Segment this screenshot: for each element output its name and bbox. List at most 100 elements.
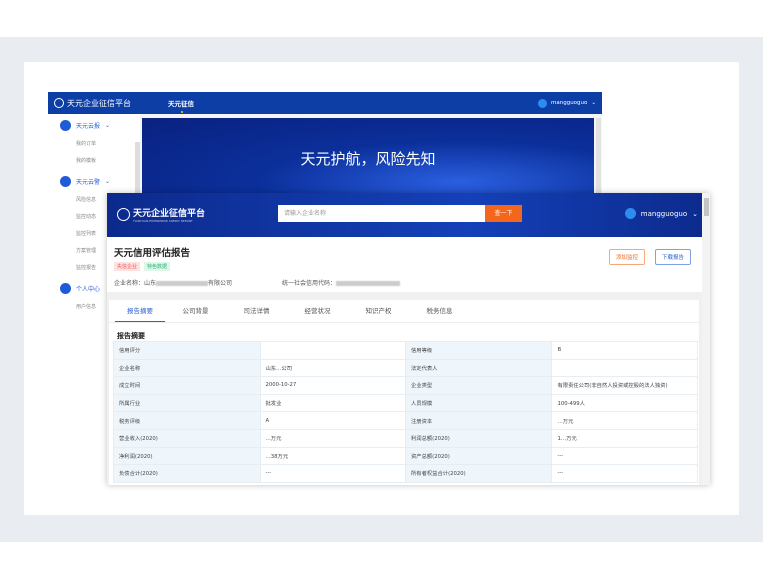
cell-value: 有限责任公司(非自然人投资或控股的法人独资) xyxy=(551,376,698,395)
redacted xyxy=(336,281,401,286)
cell-label: 成立时间 xyxy=(113,376,261,395)
cell-value: 100-499人 xyxy=(551,393,698,413)
sidebar-group-personal[interactable]: 个人中心 xyxy=(48,277,140,299)
tabs: 报告摘要 公司背景 司法详情 经营状况 知识产权 税务信息 xyxy=(109,300,699,323)
download-report-button[interactable]: 下载报告 xyxy=(655,249,692,265)
redacted xyxy=(156,281,209,286)
sidebar-item[interactable]: 用户信息 xyxy=(76,304,97,310)
cell-value: --- xyxy=(259,464,406,483)
chevron-down-icon: ⌄ xyxy=(105,177,111,185)
cell-value: …38万元 xyxy=(259,446,406,466)
search-input[interactable]: 请输入企业名称 xyxy=(278,205,485,222)
sidebar-group-report[interactable]: 天元云报 ⌄ xyxy=(48,114,140,136)
table-row: 营业收入(2020) …万元 利润总额(2020) 1…万元 xyxy=(113,428,698,448)
label: 个人中心 xyxy=(76,285,101,293)
cell-value: 山东…公司 xyxy=(259,358,406,378)
cell-value xyxy=(551,358,698,378)
cell-value: --- xyxy=(551,446,698,466)
username: mangguoguo xyxy=(551,100,588,106)
cell-value: --- xyxy=(551,464,698,483)
table-row: 负债合计(2020) --- 所有者权益合计(2020) --- xyxy=(113,464,698,483)
cell-value: …万元 xyxy=(551,411,698,430)
credit-code: 统一社会信用代码： xyxy=(282,278,401,287)
logo-icon xyxy=(117,208,130,221)
user-icon xyxy=(60,282,71,294)
cell-label: 利润总额(2020) xyxy=(404,428,553,448)
label: 天元云报 xyxy=(76,122,101,130)
alert-icon xyxy=(60,175,71,187)
cell-value: 1…万元 xyxy=(551,428,698,448)
table-row: 成立时间 2000-10-27 企业类型 有限责任公司(非自然人投资或控股的法人独资) xyxy=(113,376,698,395)
avatar-icon xyxy=(624,208,636,219)
search-button[interactable]: 查一下 xyxy=(485,205,522,222)
cell-label: 所有者权益合计(2020) xyxy=(404,464,553,483)
add-monitor-button[interactable]: 添加监控 xyxy=(609,249,646,265)
sidebar-item[interactable]: 我的模板 xyxy=(76,158,97,164)
cell-label: 信用评分 xyxy=(113,341,261,360)
sidebar-item[interactable]: 我的订单 xyxy=(76,141,97,147)
value: 有限公司 xyxy=(208,280,233,287)
chevron-down-icon: ⌄ xyxy=(591,100,596,106)
chevron-down-icon: ⌄ xyxy=(105,121,111,129)
value: 山东 xyxy=(144,280,157,287)
tag-special-data: 特色数据 xyxy=(144,262,171,271)
report-title: 天元信用评估报告 xyxy=(114,248,191,259)
table-row: 税务评级 A 注册资本 …万元 xyxy=(113,411,698,430)
cell-label: 人员规模 xyxy=(404,393,553,413)
sidebar-item[interactable]: 监控动态 xyxy=(76,214,97,220)
avatar-icon xyxy=(538,98,547,108)
nav-tianyuan[interactable]: 天元征信 xyxy=(168,100,194,113)
company-name: 企业名称：山东 有限公司 xyxy=(114,278,232,287)
cell-value: A xyxy=(259,411,406,430)
label: 统一社会信用代码： xyxy=(282,280,337,287)
tab-judicial[interactable]: 司法详情 xyxy=(243,307,270,315)
brand-subtitle: TIANYUAN ENTERPRISE CREDIT REPORT xyxy=(133,219,193,223)
cell-value: 批发业 xyxy=(259,393,406,413)
sidebar-item[interactable]: 监控报告 xyxy=(76,265,97,271)
report-icon xyxy=(60,119,71,131)
back-header: 天元企业征信平台 天元征信 mangguoguo ⌄ xyxy=(48,92,602,114)
chevron-down-icon: ⌄ xyxy=(692,209,698,218)
front-header: 天元企业征信平台 TIANYUAN ENTERPRISE CREDIT REPOR… xyxy=(107,193,710,237)
scrollbar-thumb[interactable] xyxy=(704,198,709,216)
sidebar-item[interactable]: 风险信息 xyxy=(76,197,97,203)
cell-value xyxy=(259,341,406,360)
banner: 天元护航，风险先知 xyxy=(142,118,594,198)
tab-summary[interactable]: 报告摘要 xyxy=(115,300,165,322)
sidebar-item[interactable]: 监控列表 xyxy=(76,231,97,237)
cell-value: B xyxy=(551,341,698,360)
label: 企业名称： xyxy=(114,280,145,287)
label: 天元云警 xyxy=(76,178,101,186)
tab-background[interactable]: 公司背景 xyxy=(182,307,209,315)
back-logo: 天元企业征信平台 xyxy=(54,98,131,109)
cell-label: 营业收入(2020) xyxy=(113,428,261,448)
cell-label: 所属行业 xyxy=(113,393,261,413)
user-menu[interactable]: mangguoguo ⌄ xyxy=(624,208,698,219)
table-row: 所属行业 批发业 人员规模 100-499人 xyxy=(113,393,698,413)
cell-label: 企业名称 xyxy=(113,358,261,378)
user-menu[interactable]: mangguoguo ⌄ xyxy=(538,98,596,108)
cell-value: 2000-10-27 xyxy=(259,376,406,395)
sidebar-group-alert[interactable]: 天元云警 ⌄ xyxy=(48,170,140,192)
tab-tax[interactable]: 税务信息 xyxy=(426,307,453,315)
scrollbar[interactable] xyxy=(702,193,710,485)
section-title: 报告摘要 xyxy=(117,332,145,340)
cell-label: 负债合计(2020) xyxy=(113,464,261,483)
cell-label: 信用等级 xyxy=(404,341,553,360)
tab-ip[interactable]: 知识产权 xyxy=(365,307,392,315)
cell-label: 税务评级 xyxy=(113,411,261,430)
cell-label: 注册资本 xyxy=(404,411,553,430)
username: mangguoguo xyxy=(640,209,688,218)
table-row: 净利润(2020) …38万元 资产总额(2020) --- xyxy=(113,446,698,466)
cell-label: 法定代表人 xyxy=(404,358,553,378)
report-content: 报告摘要 公司背景 司法详情 经营状况 知识产权 税务信息 报告摘要 信用评分信… xyxy=(109,300,699,485)
table-row: 企业名称 山东…公司 法定代表人 xyxy=(113,358,698,378)
table-row: 信用评分 信用等级 B xyxy=(113,341,698,360)
front-window: 天元企业征信平台 TIANYUAN ENTERPRISE CREDIT REPOR… xyxy=(107,193,710,485)
brand-name: 天元企业征信平台 xyxy=(133,209,206,219)
summary-table: 信用评分 信用等级 B 企业名称 山东…公司 法定代表人 成立时间 2000-10-27 企业类… xyxy=(113,341,698,483)
sidebar-item[interactable]: 方案管理 xyxy=(76,248,97,254)
front-logo: 天元企业征信平台 TIANYUAN ENTERPRISE CREDIT REPOR… xyxy=(117,206,205,223)
tab-operations[interactable]: 经营状况 xyxy=(304,307,331,315)
logo-icon xyxy=(54,98,64,108)
